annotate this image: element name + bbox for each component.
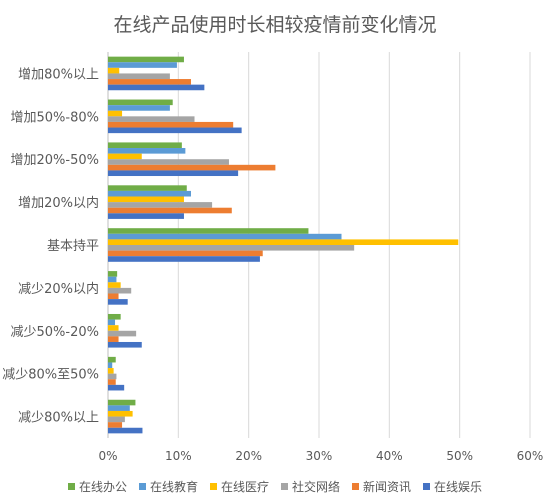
y-tick-label: 减少50%-20% xyxy=(11,325,99,340)
bar xyxy=(108,196,184,203)
bar xyxy=(108,190,191,197)
bar xyxy=(108,79,191,85)
bar xyxy=(108,170,239,177)
bar xyxy=(108,405,130,411)
bar xyxy=(108,56,184,63)
bar xyxy=(108,153,142,160)
legend-label: 在线办公 xyxy=(78,480,127,494)
bar xyxy=(108,356,116,363)
x-tick-label: 10% xyxy=(165,449,192,463)
bar xyxy=(108,256,260,262)
legend-item: 在线娱乐 xyxy=(423,478,482,495)
legend-swatch xyxy=(209,483,217,490)
bar xyxy=(108,250,263,257)
legend-label: 在线医疗 xyxy=(220,480,269,494)
x-tick-label: 30% xyxy=(306,449,333,463)
y-tick-label: 减少80%以上 xyxy=(18,411,99,426)
bar xyxy=(108,362,113,369)
bar xyxy=(108,142,182,149)
x-tick-label: 50% xyxy=(446,449,473,463)
bar xyxy=(108,325,119,331)
bar xyxy=(108,427,143,434)
y-tick-label: 减少20%以内 xyxy=(18,281,99,297)
bar xyxy=(108,116,195,122)
bar xyxy=(108,282,121,288)
chart-title: 在线产品使用时长相较疫情前变化情况 xyxy=(113,14,437,36)
bar xyxy=(108,422,123,428)
bar xyxy=(108,73,170,80)
bar xyxy=(108,159,229,165)
legend-item: 在线办公 xyxy=(67,478,127,495)
bar xyxy=(108,341,142,348)
legend-item: 在线教育 xyxy=(138,478,198,495)
bar xyxy=(108,399,136,406)
legend-item: 在线医疗 xyxy=(209,478,269,495)
y-tick-label: 增加20%-50% xyxy=(11,153,99,168)
bar xyxy=(108,233,342,240)
bar xyxy=(108,84,205,91)
legend-swatch xyxy=(138,483,146,490)
bar xyxy=(108,410,133,417)
bar xyxy=(108,148,186,154)
legend-item: 社交网络 xyxy=(281,478,340,495)
bar xyxy=(108,121,234,128)
bar xyxy=(108,202,213,208)
x-tick-label: 40% xyxy=(376,449,403,463)
bar xyxy=(108,330,137,337)
bar xyxy=(108,384,125,391)
x-tick-label: 60% xyxy=(517,449,544,463)
bar xyxy=(108,245,355,251)
bar xyxy=(108,185,187,191)
legend-label: 社交网络 xyxy=(292,480,341,494)
legend-swatch xyxy=(281,483,288,490)
bar xyxy=(108,271,118,277)
bar xyxy=(108,105,170,111)
legend-label: 新闻资讯 xyxy=(363,480,412,494)
bar xyxy=(108,67,120,74)
x-tick-label: 0% xyxy=(98,449,117,463)
bar xyxy=(108,379,116,385)
bar xyxy=(108,213,184,219)
y-tick-label: 增加20%以内 xyxy=(18,195,99,211)
bar xyxy=(108,62,177,68)
x-tick-label: 20% xyxy=(235,449,262,463)
bar xyxy=(108,110,123,117)
y-tick-label: 减少80%至50% xyxy=(2,368,99,383)
bar xyxy=(108,228,309,234)
bar xyxy=(108,207,232,214)
y-tick-label: 增加80%以上 xyxy=(18,67,99,82)
legend-label: 在线娱乐 xyxy=(434,480,483,494)
legend-swatch xyxy=(423,483,431,490)
legend: 在线办公 在线教育 在线医疗 社交网络 新闻资讯 在线娱乐 xyxy=(0,478,550,495)
bar xyxy=(108,239,459,245)
bar xyxy=(108,276,117,283)
y-tick-label: 增加50%-80% xyxy=(11,110,99,125)
bar xyxy=(108,319,116,326)
bar xyxy=(108,299,128,305)
legend-swatch xyxy=(67,483,75,490)
bar xyxy=(108,293,119,300)
bar xyxy=(108,416,125,423)
bar xyxy=(108,336,119,342)
bar xyxy=(108,287,132,294)
legend-item: 新闻资讯 xyxy=(352,478,411,495)
y-tick-label: 基本持平 xyxy=(47,239,99,254)
legend-label: 在线教育 xyxy=(149,480,198,494)
bar xyxy=(108,373,117,380)
bar xyxy=(108,127,242,134)
bar xyxy=(108,368,114,374)
bar xyxy=(108,164,276,171)
legend-swatch xyxy=(352,483,360,490)
bar xyxy=(108,313,121,320)
bar xyxy=(108,99,173,106)
